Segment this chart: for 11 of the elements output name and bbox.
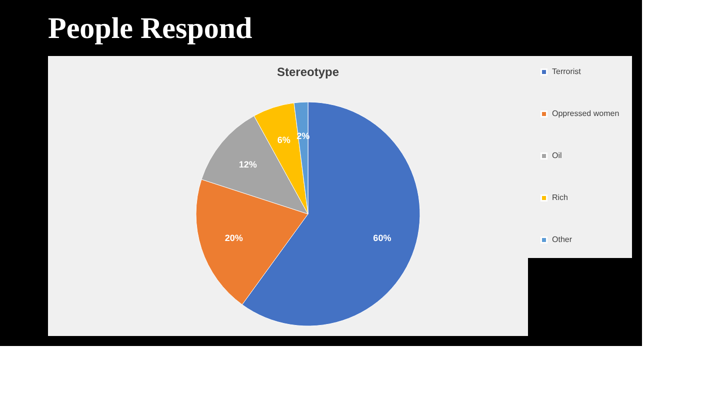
legend-label: Terrorist	[552, 67, 582, 76]
data-label: 20%	[224, 233, 243, 244]
legend-label: Rich	[552, 193, 568, 202]
text: Stereotype	[276, 65, 340, 79]
chart-title: People Respond	[48, 12, 252, 45]
data-label: 60%	[373, 233, 392, 244]
legend-label: Oppressed women	[552, 109, 620, 118]
legend-label: Oil	[552, 151, 562, 160]
legend-label: Other	[552, 235, 572, 244]
data-label: 12%	[238, 159, 257, 170]
data-label: 6%	[277, 134, 290, 145]
